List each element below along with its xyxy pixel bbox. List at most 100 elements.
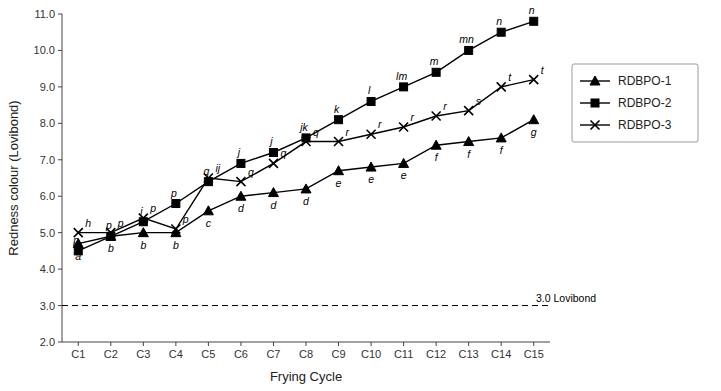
y-tick [58, 196, 62, 197]
x-tick [143, 342, 144, 346]
legend-box [572, 64, 698, 142]
legend-label: RDBPO-1 [618, 74, 672, 88]
x-tick [533, 342, 534, 346]
x-tick-label: C4 [169, 348, 183, 360]
data-point [529, 75, 538, 84]
point-annotation: p [182, 213, 189, 225]
y-tick [58, 50, 62, 51]
point-annotation: b [140, 239, 146, 251]
x-tick [273, 342, 274, 346]
chart: 2.03.04.05.06.07.08.09.010.011.0C1C2C3C4… [0, 0, 721, 391]
data-point [171, 225, 180, 234]
x-tick [403, 342, 404, 346]
reference-line [62, 305, 550, 306]
plot-area [62, 17, 550, 305]
data-point [432, 112, 441, 121]
y-tick [58, 159, 62, 160]
x-tick [306, 342, 307, 346]
point-annotation: q [248, 166, 254, 178]
data-point [335, 116, 343, 124]
point-annotation: f [500, 144, 504, 156]
data-point [530, 17, 538, 25]
point-annotation: n [496, 15, 502, 27]
legend-label: RDBPO-2 [618, 96, 672, 110]
point-annotation: t [541, 64, 545, 76]
data-point [432, 68, 440, 76]
legend-marker [590, 76, 600, 85]
legend: RDBPO-1 RDBPO-2 RDBPO-3 [572, 64, 698, 142]
data-point [529, 115, 539, 124]
annotations: abbbcdddeeefffgppipqjjjkkllmmmnnnhpppijq… [72, 4, 544, 261]
point-annotation: q [313, 126, 319, 138]
x-tick-label: C14 [491, 348, 511, 360]
y-tick-label: 10.0 [34, 44, 55, 56]
x-tick-label: C11 [394, 348, 413, 360]
y-tick [58, 14, 62, 15]
point-annotation: ij [215, 162, 220, 174]
data-point [367, 130, 376, 139]
y-axis-label: Redness colour (Lovibond) [6, 100, 21, 255]
point-annotation: b [173, 239, 179, 251]
point-annotation: f [435, 151, 439, 163]
y-tick-label: 6.0 [40, 190, 55, 202]
x-tick [468, 342, 469, 346]
x-tick-label: C12 [426, 348, 446, 360]
x-tick-label: C13 [459, 348, 479, 360]
x-tick [371, 342, 372, 346]
y-tick [58, 305, 62, 306]
point-annotation: k [334, 103, 340, 115]
x-tick [338, 342, 339, 346]
data-point [334, 166, 344, 175]
y-axis [62, 14, 63, 342]
data-point [269, 148, 277, 156]
point-annotation: lm [396, 70, 407, 82]
point-annotation: r [443, 100, 447, 112]
point-annotation: g [531, 126, 537, 138]
data-point [269, 159, 278, 168]
y-tick-label: 5.0 [40, 227, 55, 239]
data-point [236, 177, 245, 186]
data-point [138, 228, 148, 237]
point-annotation: l [368, 84, 371, 96]
x-tick [240, 342, 241, 346]
point-annotation: p [170, 187, 177, 199]
x-tick-label: C9 [332, 348, 346, 360]
point-annotation: j [236, 146, 241, 158]
data-point [203, 206, 213, 215]
point-annotation: f [467, 148, 471, 160]
y-tick-label: 8.0 [40, 117, 55, 129]
point-annotation: e [401, 169, 407, 181]
data-point [237, 159, 245, 167]
x-tick [78, 342, 79, 346]
x-tick-label: C2 [104, 348, 118, 360]
point-annotation: p [149, 202, 156, 214]
point-annotation: h [85, 217, 91, 229]
legend-label: RDBPO-3 [618, 118, 672, 132]
y-tick-label: 7.0 [40, 154, 55, 166]
point-annotation: d [303, 195, 310, 207]
y-tick [58, 123, 62, 124]
data-point [431, 140, 441, 149]
y-tick-label: 3.0 [40, 300, 55, 312]
point-annotation: j [268, 135, 273, 147]
x-tick-label: C8 [299, 348, 313, 360]
data-point [497, 28, 505, 36]
point-annotation: mn [459, 33, 474, 45]
point-annotation: r [411, 111, 415, 123]
y-tick [58, 342, 62, 343]
x-tick [208, 342, 209, 346]
data-point [172, 200, 180, 208]
point-annotation: r [378, 118, 382, 130]
x-tick-label: C15 [524, 348, 544, 360]
point-annotation: q [280, 147, 286, 159]
data-point [268, 188, 278, 197]
point-annotation: b [108, 242, 114, 254]
point-annotation: a [75, 250, 81, 262]
data-point [334, 137, 343, 146]
data-point [464, 137, 474, 146]
series-line [78, 80, 533, 233]
point-annotation: t [508, 71, 512, 83]
point-annotation: d [271, 199, 278, 211]
data-point [400, 83, 408, 91]
x-tick [175, 342, 176, 346]
